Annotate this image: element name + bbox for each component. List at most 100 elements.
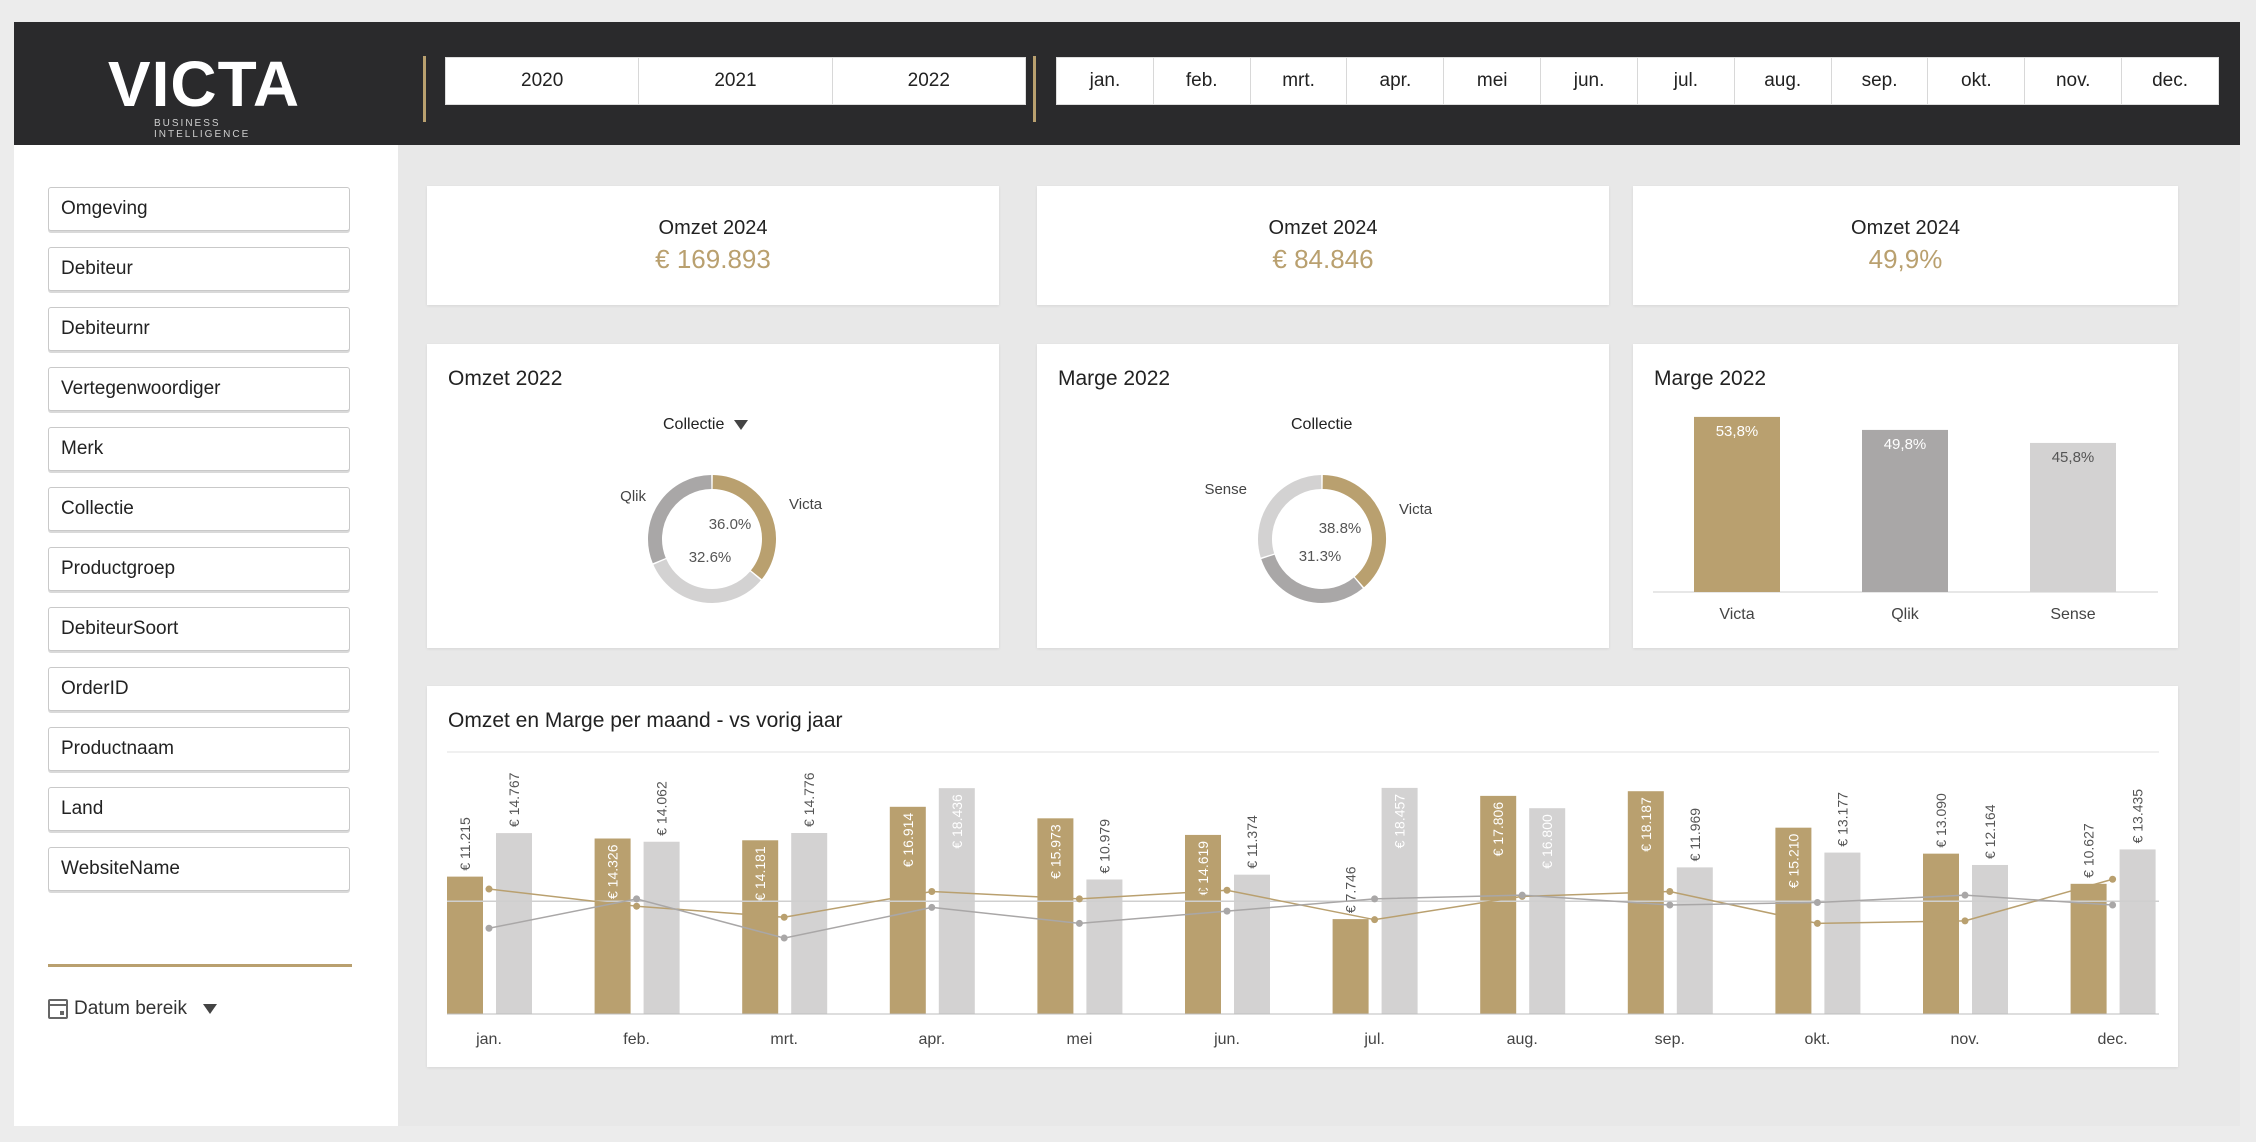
dimension-dropdown[interactable]: Collectie: [663, 416, 749, 434]
card-title: Omzet en Marge per maand - vs vorig jaar: [448, 709, 843, 732]
filter-productnaam[interactable]: Productnaam: [48, 727, 350, 771]
bar-previous-year: [791, 832, 828, 1014]
year-button-2021[interactable]: 2021: [639, 58, 833, 104]
month-button-jun[interactable]: jun.: [1541, 58, 1638, 104]
bar-previous-year: [1529, 808, 1566, 1014]
month-label: mei: [1067, 1031, 1093, 1048]
bar-current-year: [1037, 818, 1074, 1014]
month-button-aug[interactable]: aug.: [1735, 58, 1832, 104]
filter-debiteursoort[interactable]: DebiteurSoort: [48, 607, 350, 651]
margin-point: [1813, 899, 1821, 907]
filter-omgeving[interactable]: Omgeving: [48, 187, 350, 231]
filter-websitename[interactable]: WebsiteName: [48, 847, 350, 891]
bar-current-year: [1332, 919, 1369, 1014]
bar: [1694, 416, 1780, 592]
filter-orderid[interactable]: OrderID: [48, 667, 350, 711]
bar-previous-year: [2119, 849, 2156, 1014]
month-button-jan[interactable]: jan.: [1057, 58, 1154, 104]
bar-value-label: € 18.457: [1392, 794, 1408, 849]
month-button-mrt[interactable]: mrt.: [1251, 58, 1348, 104]
bar-current-year: [447, 876, 483, 1014]
bar-chart: 53,8% Victa 49,8% Qlik 45,8% Sense: [1653, 416, 2158, 623]
month-button-apr[interactable]: apr.: [1347, 58, 1445, 104]
kpi-card: Omzet 2024 € 84.846: [1037, 186, 1609, 305]
bar-value-label: 45,8%: [2052, 449, 2095, 466]
chevron-down-icon: [734, 420, 749, 430]
margin-point: [780, 913, 788, 921]
month-label: nov.: [1950, 1031, 1979, 1048]
kpi-value: € 84.846: [1272, 244, 1374, 274]
margin-point: [1223, 886, 1231, 894]
donut-slice: [648, 475, 712, 564]
marge-donut-card[interactable]: Marge 2022 Collectie 38.8% 31.3% Victa Sens…: [1037, 344, 1609, 648]
margin-point: [1223, 907, 1231, 915]
month-button-okt[interactable]: okt.: [1928, 58, 2026, 104]
bar-value-label: € 13.435: [2130, 789, 2146, 844]
filter-debiteur[interactable]: Debiteur: [48, 247, 350, 291]
dimension-label: Collectie: [1291, 416, 1353, 433]
margin-point: [1666, 888, 1674, 895]
monthly-combo-card[interactable]: Omzet en Marge per maand - vs vorig jaar…: [427, 686, 2178, 1067]
brand-tagline: BUSINESS INTELLIGENCE: [154, 118, 251, 140]
omzet-donut-card[interactable]: Omzet 2022 Collectie 36.0% 32.6% Victa Qlik: [427, 344, 999, 648]
slice-value-label: 36.0%: [709, 516, 752, 533]
month-label: apr.: [918, 1031, 945, 1048]
top-bar: VICTA BUSINESS INTELLIGENCE 2020 2021 20…: [14, 22, 2240, 145]
kpi-label: Omzet 2024: [658, 217, 768, 239]
month-button-jul[interactable]: jul.: [1638, 58, 1735, 104]
year-button-2020[interactable]: 2020: [446, 58, 640, 104]
month-button-nov[interactable]: nov.: [2025, 58, 2123, 104]
margin-point: [1371, 895, 1379, 903]
month-button-dec[interactable]: dec.: [2152, 70, 2188, 91]
filter-collectie[interactable]: Collectie: [48, 487, 350, 531]
month-button-sep[interactable]: sep.: [1832, 58, 1929, 104]
filter-productgroep[interactable]: Productgroep: [48, 547, 350, 591]
topbar-divider: [1033, 56, 1036, 122]
kpi-card: Omzet 2024 49,9%: [1633, 186, 2178, 305]
month-selector: jan. feb. mrt. apr. mei jun. jul. aug. s…: [1056, 57, 2219, 105]
brand-logo: VICTA BUSINESS INTELLIGENCE: [94, 48, 314, 140]
margin-point: [1666, 901, 1674, 909]
month-label: feb.: [623, 1031, 650, 1048]
slice-category-label: Victa: [1399, 501, 1433, 518]
category-label: Victa: [1719, 606, 1754, 623]
bar-value-label: € 12.164: [1982, 804, 1998, 859]
slice-value-label: 38.8%: [1319, 520, 1362, 537]
bar-value-label: € 14.326: [605, 844, 621, 899]
month-label: okt.: [1805, 1031, 1831, 1048]
margin-point: [1961, 917, 1969, 925]
margin-point: [633, 902, 641, 910]
date-range-label: Datum bereik: [74, 998, 187, 1019]
donut-slice: [1322, 475, 1386, 588]
margin-point: [1371, 916, 1379, 924]
donut-chart: 36.0% 32.6% Victa Qlik: [620, 475, 823, 603]
marge-bar-card[interactable]: Marge 2022 53,8% Victa 49,8% Qlik 45,8% Sense: [1633, 344, 2178, 648]
month-label: jul.: [1363, 1031, 1384, 1048]
bar-value-label: € 14.181: [752, 846, 768, 901]
donut-slice: [712, 475, 776, 580]
donut-slice: [1258, 475, 1322, 558]
bar-value-label: € 18.436: [949, 794, 965, 849]
bar: [1862, 429, 1948, 592]
month-button-mei[interactable]: mei: [1444, 58, 1542, 104]
bar-value-label: € 11.215: [457, 817, 473, 871]
card-title: Marge 2022: [1058, 367, 1171, 390]
filter-land[interactable]: Land: [48, 787, 350, 831]
brand-name: VICTA: [107, 48, 301, 120]
filter-vertegenwoordiger[interactable]: Vertegenwoordiger: [48, 367, 350, 411]
month-label: mrt.: [770, 1031, 798, 1048]
margin-line: [488, 894, 2113, 939]
donut-chart: 38.8% 31.3% Victa Sense: [1204, 475, 1433, 603]
year-button-2022[interactable]: 2022: [907, 70, 950, 91]
bar-value-label: 53,8%: [1716, 423, 1759, 440]
filter-debiteurnr[interactable]: Debiteurnr: [48, 307, 350, 351]
bar-value-label: € 11.374: [1244, 815, 1260, 869]
donut-slice: [653, 558, 761, 603]
month-button-feb[interactable]: feb.: [1154, 58, 1251, 104]
slice-value-label: 32.6%: [689, 549, 732, 566]
date-range-dropdown[interactable]: Datum bereik: [48, 998, 217, 1020]
donut-slice: [1261, 554, 1363, 603]
filter-merk[interactable]: Merk: [48, 427, 350, 471]
kpi-label: Omzet 2024: [1851, 217, 1960, 239]
bar-previous-year: [1972, 864, 2008, 1014]
